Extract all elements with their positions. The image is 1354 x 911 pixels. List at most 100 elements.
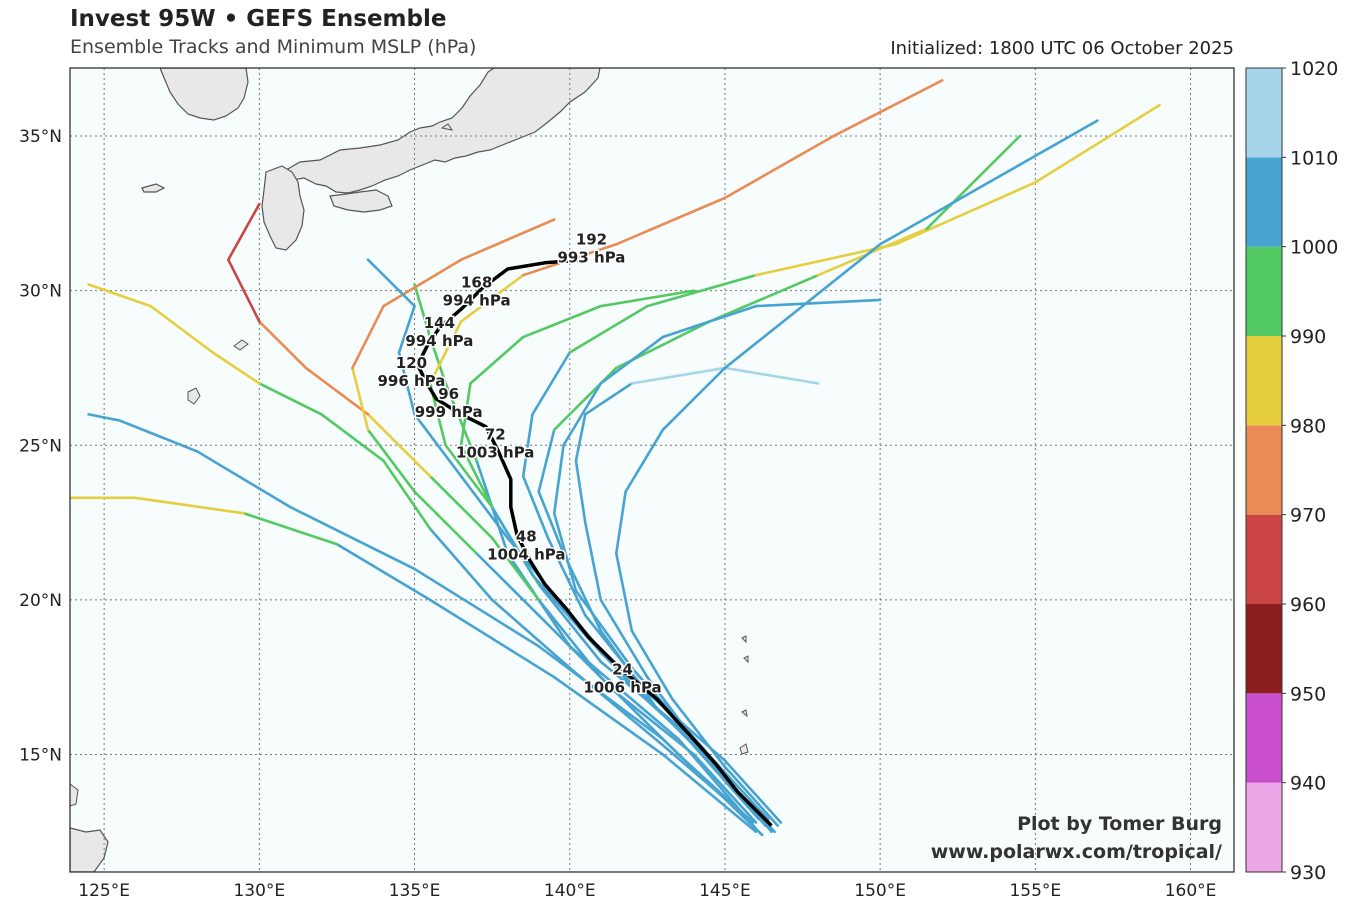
pressure-label: 1006 hPa (583, 678, 661, 696)
track-segment (661, 366, 727, 432)
colorbar-frame (1245, 67, 1283, 873)
track-segment (118, 419, 199, 453)
track-segment (630, 366, 727, 385)
track-segment (894, 181, 1037, 246)
lat-tick-label: 20°N (19, 591, 62, 611)
track-segment (574, 589, 634, 670)
track-segment (583, 382, 634, 416)
land-marianas-4 (743, 655, 749, 664)
lon-tick-label: 160°E (1165, 881, 1217, 901)
track-segment (413, 413, 463, 478)
chart-title: Invest 95W • GEFS Ensemble (70, 6, 447, 32)
lat-tick-label: 15°N (19, 745, 62, 765)
track-segment (686, 737, 761, 821)
colorbar-label: 950 (1290, 683, 1326, 705)
credit-author: Plot by Tomer Burg (1017, 813, 1222, 835)
track-segment (289, 505, 416, 571)
track-segment (670, 697, 727, 769)
colorbar-swatch (1246, 336, 1282, 426)
ensemble-tracks (70, 79, 1161, 837)
track-segment (583, 521, 603, 602)
track-segment (723, 765, 780, 827)
track-segment (537, 614, 618, 694)
colorbar-label: 1010 (1290, 147, 1338, 169)
track-segment (661, 753, 758, 834)
track-segment (521, 474, 550, 540)
track-segment (304, 366, 370, 416)
track-segment (552, 675, 665, 756)
track-segment (459, 273, 525, 323)
track-segment (366, 413, 432, 478)
track-segment (351, 366, 370, 432)
track-segment (599, 335, 665, 385)
colorbar-swatch (1246, 604, 1282, 694)
colorbar-label: 960 (1290, 594, 1326, 616)
track-segment (661, 743, 755, 824)
track-segment (562, 382, 603, 447)
land-marianas-3 (741, 635, 747, 644)
land-japan-shikoku (329, 189, 393, 213)
track-segment (444, 382, 478, 463)
colorbar-swatch (1246, 157, 1282, 247)
axis-labels: 125°E 130°E 135°E 140°E 145°E 150°E 155°E 160°E… (19, 127, 1216, 901)
land-jeju (141, 183, 166, 193)
track-segment (397, 304, 416, 354)
track-segment (723, 366, 820, 385)
track-segment (227, 258, 261, 323)
track-segment (552, 511, 578, 592)
track-segment (615, 552, 634, 633)
track-segment (624, 428, 665, 493)
track-segment (133, 496, 246, 515)
ensemble-mean-track (415, 257, 773, 827)
track-segment (397, 351, 416, 416)
lat-tick-label: 35°N (19, 127, 62, 147)
track-segment (242, 511, 339, 546)
forecast-hour-label: 48 (516, 527, 537, 545)
track-segment (568, 666, 665, 747)
track-segment (490, 598, 572, 670)
track-segment (615, 490, 627, 555)
track-segment (87, 283, 153, 308)
lon-tick-label: 140°E (544, 881, 596, 901)
forecast-hour-label: 192 (576, 230, 607, 248)
forecast-hour-label: 96 (438, 385, 459, 403)
map-frame (69, 67, 1235, 873)
forecast-hour-label: 120 (396, 354, 427, 372)
colorbar-label: 990 (1290, 326, 1326, 348)
ensemble-track (615, 119, 1099, 827)
colorbar-label: 1000 (1290, 237, 1338, 259)
lon-tick-label: 155°E (1009, 881, 1061, 901)
track-segment (149, 304, 215, 354)
track-segment (258, 320, 308, 370)
track-segment (413, 567, 541, 648)
track-segment (661, 304, 758, 339)
land-ryukyu-1 (233, 339, 249, 351)
chart-subtitle: Ensemble Tracks and Minimum MSLP (hPa) (70, 36, 477, 58)
track-segment (428, 335, 447, 385)
track-segment (521, 413, 534, 478)
track-segment (490, 536, 541, 602)
track-segment (537, 583, 603, 664)
track-segment (537, 428, 556, 493)
pressure-label: 1004 hPa (487, 545, 565, 563)
ocean-background (70, 68, 1234, 872)
forecast-hour-label: 144 (424, 314, 455, 332)
ensemble-track (70, 496, 758, 834)
track-segment (382, 258, 463, 308)
track-segment (211, 351, 261, 385)
track-segment (574, 413, 587, 463)
colorbar-swatch (1246, 514, 1282, 604)
colorbar: 930 940 950 960 970 980 990 1000 1010 1020 (1245, 58, 1338, 884)
track-segment (723, 304, 804, 370)
track-segment (459, 443, 494, 509)
track-segment (574, 459, 587, 524)
land-japan-honshu (285, 68, 601, 194)
forecast-hour-label: 24 (612, 660, 633, 678)
land-korea (159, 68, 249, 121)
track-segment (366, 258, 416, 308)
track-segment (351, 304, 385, 370)
pressure-label: 994 hPa (443, 292, 511, 310)
mean-track-line (415, 257, 773, 827)
track-segment (531, 351, 572, 416)
track-segment (925, 134, 1022, 231)
